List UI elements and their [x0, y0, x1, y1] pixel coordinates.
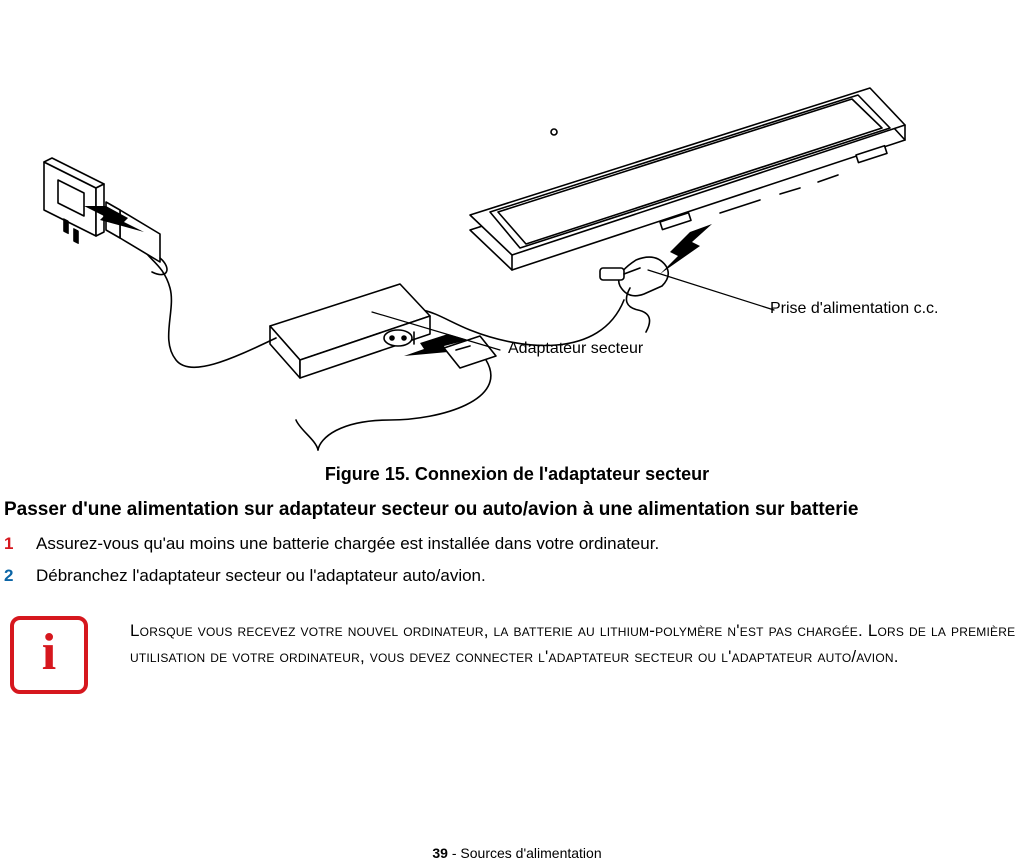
step-1: 1 Assurez-vous qu'au moins une batterie … [4, 531, 1034, 557]
figure-caption: Figure 15. Connexion de l'adaptateur sec… [0, 464, 1034, 485]
callout-jack: Prise d'alimentation c.c. [770, 300, 938, 318]
page-number: 39 [432, 845, 448, 861]
page-footer: 39 - Sources d'alimentation [0, 845, 1034, 861]
info-note: i Lorsque vous recevez votre nouvel ordi… [10, 616, 1034, 694]
dc-arrow [660, 224, 712, 274]
step-text: Assurez-vous qu'au moins une batterie ch… [36, 531, 659, 557]
adapter-brick-icon [270, 284, 430, 378]
step-text: Débranchez l'adaptateur secteur ou l'ada… [36, 563, 486, 589]
step-2: 2 Débranchez l'adaptateur secteur ou l'a… [4, 563, 1034, 589]
wall-outlet-icon [44, 158, 104, 243]
callout-adapter: Adaptateur secteur [508, 340, 643, 358]
info-letter: i [42, 627, 56, 683]
footer-section: - Sources d'alimentation [448, 845, 602, 861]
note-text: Lorsque vous recevez votre nouvel ordina… [130, 616, 1034, 671]
step-number: 1 [4, 531, 18, 557]
info-icon: i [10, 616, 88, 694]
dc-jack-icon [600, 257, 668, 332]
diagram-area: Adaptateur secteur Prise d'alimentation … [0, 0, 1034, 460]
section-heading: Passer d'une alimentation sur adaptateur… [4, 499, 1034, 521]
step-number: 2 [4, 563, 18, 589]
diagram-svg [0, 0, 1034, 460]
